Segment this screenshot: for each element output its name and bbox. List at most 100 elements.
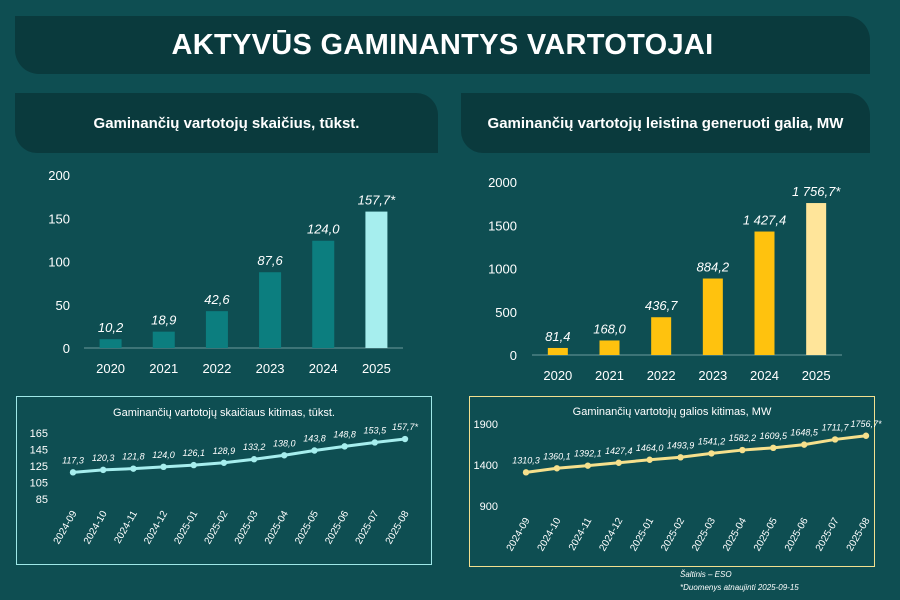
power-line-chart-y-tick: 1400 bbox=[474, 460, 498, 472]
power-line-chart-x-tick: 2025-05 bbox=[752, 516, 780, 554]
power-bar-chart-x-tick: 2024 bbox=[750, 368, 779, 383]
count-bar-chart-x-tick: 2021 bbox=[149, 361, 178, 376]
count-line-chart-series-line bbox=[72, 437, 406, 474]
count-line-chart-y-tick: 85 bbox=[36, 494, 48, 506]
title-banner: AKTYVŪS GAMINANTYS VARTOTOJAI bbox=[15, 16, 870, 74]
count-line-chart-x-tick: 2025-08 bbox=[384, 509, 412, 547]
power-line-chart-x-tick: 2025-01 bbox=[628, 516, 656, 554]
count-line-chart-point bbox=[160, 463, 167, 471]
count-line-chart-x-tick: 2024-11 bbox=[112, 509, 140, 546]
power-line-chart-point bbox=[739, 446, 746, 454]
power-bar-chart-bar bbox=[599, 340, 620, 355]
count-bar-chart-bar bbox=[205, 311, 228, 348]
power-bar-chart-y-tick: 0 bbox=[510, 348, 517, 363]
count-line-chart-point bbox=[311, 447, 318, 454]
right-line-chart-frame bbox=[469, 396, 875, 567]
power-line-chart-point bbox=[522, 469, 530, 476]
count-bar-chart-y-tick: 150 bbox=[48, 211, 70, 226]
page-title: AKTYVŪS GAMINANTYS VARTOTOJAI bbox=[171, 28, 714, 61]
power-line-chart-x-tick: 2025-02 bbox=[659, 516, 687, 554]
count-line-chart-point bbox=[220, 459, 228, 466]
right-line-chart-title: Gaminančių vartotojų galios kitimas, MW bbox=[572, 406, 772, 418]
power-line-chart-x-tick: 2024-10 bbox=[536, 516, 564, 554]
count-line-chart-y-tick: 145 bbox=[30, 445, 48, 457]
power-line-chart-data-label: 1427,4 bbox=[605, 446, 633, 456]
count-line-chart-y-tick: 105 bbox=[30, 478, 48, 490]
power-line-chart-x-tick: 2025-03 bbox=[690, 516, 718, 554]
count-bar-chart-bar bbox=[259, 272, 282, 348]
count-line-chart-point bbox=[281, 452, 288, 459]
power-line-chart-point bbox=[553, 465, 561, 472]
count-line-chart-point bbox=[69, 469, 77, 476]
count-line-chart-x-tick: 2024-10 bbox=[82, 509, 110, 547]
power-line-chart-x-tick: 2025-08 bbox=[845, 516, 873, 554]
power-line-chart-data-label: 1493,9 bbox=[667, 440, 695, 450]
count-line-chart-x-tick: 2025-06 bbox=[323, 509, 351, 547]
count-bar-chart-bar bbox=[99, 339, 122, 348]
count-line-chart-x-tick: 2025-04 bbox=[263, 509, 291, 547]
power-bar-chart-y-tick: 500 bbox=[495, 305, 517, 320]
count-bar-chart-data-label: 124,0 bbox=[307, 222, 340, 237]
count-line-chart-y-tick: 165 bbox=[30, 428, 48, 440]
power-bar-chart-bar bbox=[651, 317, 672, 355]
left-chart-title: Gaminančių vartotojų skaičius, tūkst. bbox=[93, 114, 360, 132]
power-bar-chart-data-label: 436,7 bbox=[645, 298, 678, 313]
power-line-chart-data-label: 1711,7 bbox=[822, 422, 850, 432]
left-chart-title-banner: Gaminančių vartotojų skaičius, tūkst. bbox=[15, 93, 438, 153]
power-bar-chart-x-tick: 2023 bbox=[698, 368, 727, 383]
power-bar-chart-data-label: 168,0 bbox=[593, 321, 626, 336]
power-bar-chart-y-tick: 2000 bbox=[488, 175, 517, 190]
power-bar-chart-bar bbox=[547, 347, 568, 355]
left-line-chart-frame bbox=[16, 396, 432, 565]
count-line-chart-data-label: 126,1 bbox=[182, 448, 205, 458]
count-bar-chart-y-tick: 0 bbox=[63, 341, 70, 356]
count-line-chart-data-label: 128,9 bbox=[213, 446, 236, 456]
power-line-chart-series-line bbox=[525, 434, 867, 474]
power-line-chart-data-label: 1392,1 bbox=[574, 449, 602, 459]
count-bar-chart-x-tick: 2023 bbox=[256, 361, 285, 376]
power-line-chart-point bbox=[646, 456, 653, 463]
power-line-chart-point bbox=[831, 436, 839, 443]
count-bar-chart-data-label: 157,7* bbox=[358, 193, 397, 208]
power-bar-chart-x-tick: 2020 bbox=[543, 368, 572, 383]
power-line-chart-x-tick: 2024-09 bbox=[505, 516, 533, 554]
power-line-chart-x-tick: 2024-11 bbox=[567, 516, 595, 553]
power-line-chart-y-tick: 1900 bbox=[474, 419, 498, 431]
power-bar-chart-data-label: 1 756,7* bbox=[792, 184, 841, 199]
right-chart-title-banner: Gaminančių vartotojų leistina generuoti … bbox=[461, 93, 870, 153]
source-note: Šaltinis – ESO bbox=[680, 570, 732, 579]
power-line-chart-data-label: 1609,5 bbox=[760, 431, 789, 441]
count-line-chart-data-label: 124,0 bbox=[152, 450, 175, 460]
power-line-chart-data-label: 1541,2 bbox=[698, 436, 726, 446]
count-line-chart-data-label: 117,3 bbox=[62, 455, 84, 465]
count-line-chart-data-label: 138,0 bbox=[273, 438, 296, 448]
count-bar-chart-y-tick: 200 bbox=[48, 168, 70, 183]
power-bar-chart-bar bbox=[754, 231, 775, 355]
power-bar-chart-x-tick: 2025 bbox=[802, 368, 831, 383]
count-line-chart-x-tick: 2024-09 bbox=[52, 509, 80, 547]
count-bar-chart-y-tick: 100 bbox=[48, 255, 70, 270]
count-bar-chart-x-tick: 2025 bbox=[362, 361, 391, 376]
power-bar-chart-bar bbox=[702, 278, 723, 355]
power-bar-chart-y-tick: 1500 bbox=[488, 218, 517, 233]
count-bar-chart-x-tick: 2020 bbox=[96, 361, 125, 376]
power-line-chart-data-label: 1310,3 bbox=[512, 455, 540, 465]
power-bar-chart-bar bbox=[806, 203, 827, 355]
power-line-chart-point bbox=[862, 432, 870, 439]
count-line-chart-point bbox=[99, 466, 107, 474]
power-line-chart-point bbox=[770, 444, 777, 452]
count-line-chart-x-tick: 2025-07 bbox=[354, 509, 382, 547]
power-line-chart-x-tick: 2025-07 bbox=[814, 516, 842, 554]
power-line-chart-x-tick: 2025-06 bbox=[783, 516, 811, 554]
update-note: *Duomenys atnaujinti 2025-09-15 bbox=[680, 583, 799, 592]
power-bar-chart-data-label: 1 427,4 bbox=[743, 213, 786, 228]
power-line-chart-point bbox=[584, 462, 592, 469]
count-bar-chart-y-tick: 50 bbox=[56, 298, 70, 313]
count-line-chart-data-label: 157,7* bbox=[392, 422, 419, 432]
power-bar-chart-x-tick: 2021 bbox=[595, 368, 624, 383]
count-line-chart-point bbox=[250, 456, 258, 463]
power-line-chart-data-label: 1756,7* bbox=[850, 419, 882, 429]
count-line-chart-point bbox=[401, 435, 409, 443]
power-line-chart-y-tick: 900 bbox=[480, 501, 498, 513]
